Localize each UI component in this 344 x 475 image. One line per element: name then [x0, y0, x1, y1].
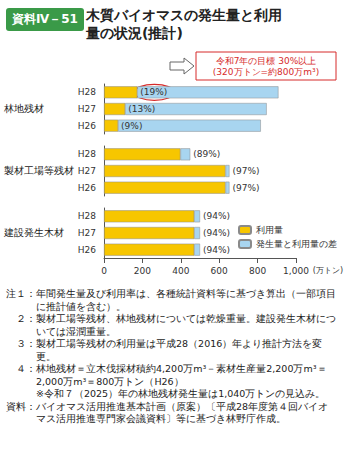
svg-text:(94%): (94%)	[203, 211, 230, 221]
svg-text:利用量: 利用量	[256, 225, 283, 235]
svg-text:H26: H26	[78, 183, 96, 193]
svg-text:(89%): (89%)	[193, 149, 220, 159]
svg-text:(97%): (97%)	[232, 166, 259, 176]
svg-text:H27: H27	[78, 228, 96, 238]
svg-text:(13%): (13%)	[128, 104, 155, 114]
svg-text:(19%): (19%)	[140, 87, 167, 97]
html-text:４：林地残材＝立木伐採材積約4,200万m³－素材生産量2,: ４：林地残材＝立木伐採材積約4,200万m³－素材生産量2,200万m³＝2,0…	[6, 363, 327, 387]
svg-text:H26: H26	[78, 121, 96, 131]
html-text:３：製材工場等残材の利用量は平成28（2016）年より推計方: ３：製材工場等残材の利用量は平成28（2016）年より推計方法を変更。	[6, 338, 323, 362]
svg-text:製材工場等残材: 製材工場等残材	[4, 165, 74, 176]
svg-text:800: 800	[249, 266, 266, 276]
svg-text:(97%): (97%)	[232, 183, 259, 193]
svg-text:H28: H28	[78, 149, 96, 159]
svg-text:林地残材: 林地残材	[3, 103, 44, 114]
svg-text:400: 400	[172, 266, 189, 276]
html-text:木質バイオマスの発生量と利用量の状況(推計): 木質バイオマスの発生量と利用量の状況(推計)	[86, 7, 282, 41]
svg-text:0: 0	[101, 266, 107, 276]
html-text:注１：年間発生量及び利用率は、各種統計資料等に基づき算出（一: 注１：年間発生量及び利用率は、各種統計資料等に基づき算出（一部項目に推計値を含む…	[6, 288, 336, 312]
html-text:資料：バイオマス活用推進基本計画（原案）〔平成28年度第４回: 資料：バイオマス活用推進基本計画（原案）〔平成28年度第４回バイオマス活用推進専…	[6, 400, 329, 424]
svg-text:(万トン): (万トン)	[313, 266, 343, 275]
svg-text:H28: H28	[78, 211, 96, 221]
svg-text:発生量と利用量の差: 発生量と利用量の差	[256, 239, 337, 249]
html-text:資料Ⅳ－51: 資料Ⅳ－51	[12, 12, 78, 26]
svg-text:(94%): (94%)	[203, 228, 230, 238]
svg-text:600: 600	[211, 266, 228, 276]
html-text:※令和７（2025）年の林地残材発生量は1,040万トンの見: ※令和７（2025）年の林地残材発生量は1,040万トンの見込み。	[36, 388, 326, 399]
svg-text:H27: H27	[78, 166, 96, 176]
svg-text:(94%): (94%)	[203, 245, 230, 255]
svg-text:建設発生木材: 建設発生木材	[3, 227, 64, 238]
svg-text:(9%): (9%)	[121, 121, 142, 131]
svg-text:(320万トン=約800万m³): (320万トン=約800万m³)	[213, 67, 319, 77]
svg-text:令和7年の目標 30%以上: 令和7年の目標 30%以上	[216, 56, 317, 66]
svg-text:H26: H26	[78, 245, 96, 255]
svg-text:H28: H28	[78, 87, 96, 97]
html-text:２：製材工場等残材、林地残材については乾燥重量。建設発生木材: ２：製材工場等残材、林地残材については乾燥重量。建設発生木材については湿潤重量。	[6, 313, 336, 337]
svg-text:H27: H27	[78, 104, 96, 114]
svg-text:1,000: 1,000	[283, 266, 309, 276]
svg-text:200: 200	[134, 266, 151, 276]
